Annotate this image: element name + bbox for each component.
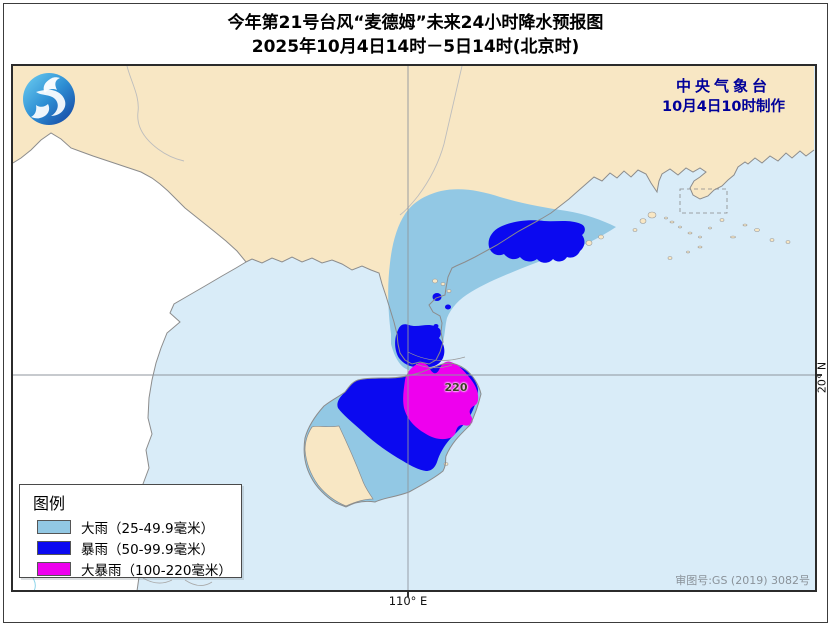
- rainstorm-swatch: [37, 540, 71, 555]
- coastal-islands: [432, 211, 791, 466]
- legend-title: 图例: [33, 494, 66, 513]
- heavy-rain-swatch: [37, 519, 71, 534]
- map-title: 今年第21号台风“麦德姆”未来24小时降水预报图 2025年10月4日14时－5…: [0, 11, 831, 59]
- map-title-line1: 今年第21号台风“麦德姆”未来24小时降水预报图: [227, 13, 604, 33]
- longitude-label: 110° E: [388, 594, 428, 608]
- admin-dashed-box: [679, 188, 728, 214]
- rainstorm-leizhou-tip: [395, 324, 445, 368]
- rainstorm-dot-3: [433, 324, 439, 328]
- heavy-rainstorm-label: 大暴雨（100-220毫米）: [81, 562, 232, 579]
- legend-item-heavy-rainstorm: 大暴雨（100-220毫米）: [37, 558, 241, 579]
- heavy-rainstorm-swatch: [37, 561, 71, 576]
- graticule: [13, 66, 815, 590]
- cma-logo: [23, 73, 75, 125]
- longitude-tick: [407, 592, 409, 597]
- agency-issue-time: 10月4日10时制作: [662, 99, 785, 115]
- latitude-label: 20° N: [815, 361, 829, 394]
- agency-credit: 中央气象台 10月4日10时制作: [662, 76, 785, 118]
- latitude-tick: [817, 374, 822, 376]
- rainstorm-coastal-blob: [488, 220, 585, 263]
- legend-item-heavy-rain: 大雨（25-49.9毫米）: [37, 516, 241, 537]
- max-rainfall-label: 220: [444, 381, 468, 394]
- legend: 图例 大雨（25-49.9毫米） 暴雨（50-99.9毫米） 大暴雨（100-2…: [19, 484, 242, 579]
- map-title-line2: 2025年10月4日14时－5日14时(北京时): [251, 37, 580, 57]
- heavy-rainstorm-hainan: [403, 361, 479, 440]
- hainan-dry-area: [304, 425, 374, 507]
- rainstorm-dot-2: [445, 304, 451, 310]
- map-license-number: 审图号:GS (2019) 3082号: [675, 574, 810, 587]
- rainstorm-label: 暴雨（50-99.9毫米）: [81, 541, 215, 558]
- legend-item-rainstorm: 暴雨（50-99.9毫米）: [37, 537, 241, 558]
- forecast-map: 中央气象台 10月4日10时制作 220 审图号:GS (2019) 3082号…: [11, 64, 817, 592]
- vietnam-land: [13, 115, 246, 590]
- heavy-rain-label: 大雨（25-49.9毫米）: [81, 520, 215, 537]
- agency-name: 中央气象台: [676, 77, 772, 95]
